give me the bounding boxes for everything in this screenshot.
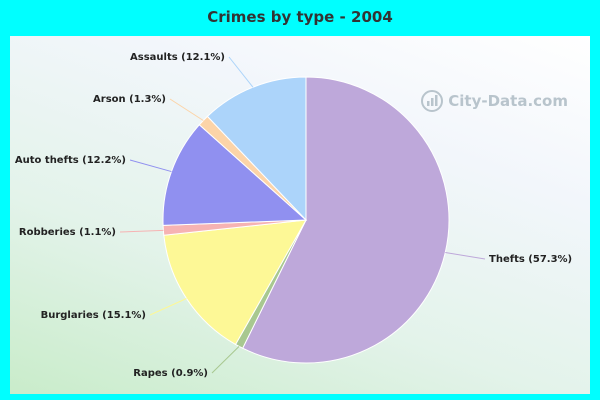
- slice-label-rapes: Rapes (0.9%): [133, 368, 208, 379]
- plot-area: City-Data.com Thefts (57.3%) Rapes (0.9%)…: [10, 36, 590, 394]
- leader-line-robberies: [119, 229, 164, 233]
- leader-line-arson: [169, 98, 204, 121]
- leader-line-assaults: [228, 56, 254, 88]
- leader-line-burglaries: [149, 298, 187, 316]
- slice-label-burglaries: Burglaries (15.1%): [41, 310, 146, 321]
- leader-line-thefts: [445, 252, 486, 260]
- watermark: City-Data.com: [421, 90, 568, 112]
- pie-slice-burglaries: [163, 219, 307, 346]
- pie-chart: Thefts (57.3%) Rapes (0.9%) Burglaries (15…: [15, 52, 572, 379]
- watermark-text: City-Data.com: [448, 92, 568, 110]
- slice-label-auto-thefts: Auto thefts (12.2%): [15, 155, 126, 166]
- pie-slice-thefts: [242, 76, 450, 364]
- leader-line-rapes: [211, 346, 240, 374]
- slice-label-assaults: Assaults (12.1%): [130, 52, 225, 63]
- leader-line-auto-thefts: [129, 159, 172, 173]
- slice-label-arson: Arson (1.3%): [93, 94, 166, 105]
- pie-slice-assaults: [206, 76, 307, 222]
- pie-slice-auto-thefts: [162, 124, 308, 226]
- city-data-logo-icon: [421, 90, 444, 112]
- slice-label-robberies: Robberies (1.1%): [19, 227, 116, 238]
- slice-label-thefts: Thefts (57.3%): [489, 254, 572, 265]
- chart-title: Crimes by type - 2004: [207, 8, 393, 26]
